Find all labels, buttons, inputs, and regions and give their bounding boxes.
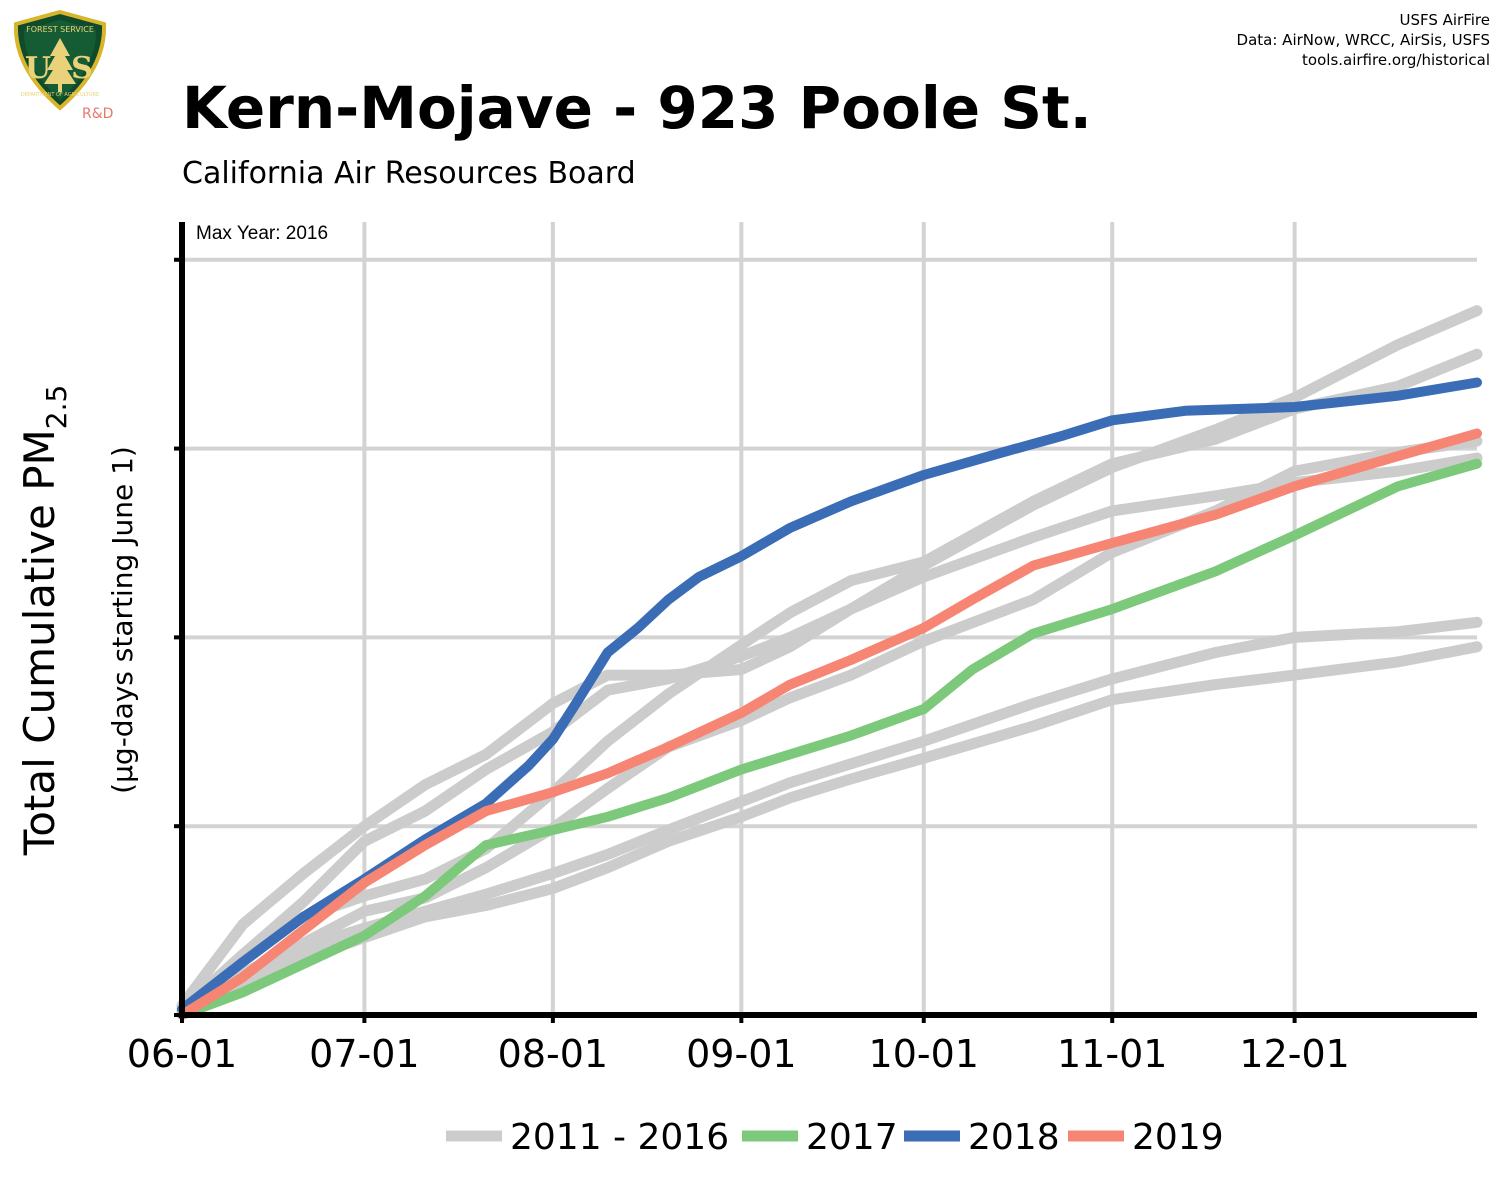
y-axis-label: Total Cumulative PM2.5: [15, 385, 73, 857]
max-year-annotation: Max Year: 2016: [196, 223, 328, 244]
logo-dept-text: DEPARTMENT OF AGRICULTURE: [21, 92, 99, 98]
x-tick-label-08-01: 08-01: [498, 1032, 608, 1076]
credit-line-1: USFS AirFire: [1399, 11, 1490, 29]
series-line-historical-0: [176, 305, 1483, 1012]
y-axis-label-subscript: 2.5: [40, 385, 73, 430]
chart-grid: [182, 222, 1477, 1015]
x-tick-label-09-01: 09-01: [686, 1032, 796, 1076]
series-line-historical-2: [176, 616, 1483, 1017]
x-tick-label-07-01: 07-01: [309, 1032, 419, 1076]
chart-legend: 2011 - 2016 2017 2018 2019: [446, 1117, 1224, 1158]
y-axis-note: (μg-days starting June 1): [106, 446, 139, 794]
page-title: Kern-Mojave - 923 Poole St.: [182, 74, 1092, 142]
series-line-2017: [177, 458, 1482, 1020]
series-line-2019: [177, 428, 1482, 1020]
x-tick-label-10-01: 10-01: [869, 1032, 979, 1076]
chart-series: [176, 305, 1483, 1020]
logo-s-letter: S: [71, 51, 93, 86]
credit-line-3: tools.airfire.org/historical: [1302, 51, 1490, 69]
series-line-historical-1: [176, 348, 1483, 1015]
page-subtitle: California Air Resources Board: [182, 156, 636, 191]
x-tick-label-11-01: 11-01: [1057, 1032, 1167, 1076]
usfs-shield-icon: FOREST SERVICE U S DEPARTMENT OF AGRICUL…: [13, 9, 107, 111]
credits: USFS AirFire Data: AirNow, WRCC, AirSis,…: [1237, 10, 1490, 70]
legend-label-1: 2011 - 2016: [510, 1117, 729, 1158]
legend-label-4: 2019: [1132, 1117, 1224, 1158]
x-tick-label-12-01: 12-01: [1239, 1032, 1349, 1076]
logo-forest-service-text: FOREST SERVICE: [26, 25, 94, 34]
chart-axes: 06-01 07-01 08-01 09-01 10-01 11-01 12-01: [127, 222, 1477, 1076]
rd-label: R&D: [82, 106, 114, 122]
series-line-historical-4: [176, 452, 1483, 1015]
legend-label-3: 2018: [968, 1117, 1060, 1158]
y-axis-label-main: Total Cumulative PM: [15, 429, 64, 856]
series-line-historical-5: [176, 641, 1483, 1017]
legend-label-2: 2017: [806, 1117, 898, 1158]
credit-line-2: Data: AirNow, WRCC, AirSis, USFS: [1236, 31, 1490, 49]
usfs-logo: FOREST SERVICE U S DEPARTMENT OF AGRICUL…: [8, 8, 114, 122]
x-tick-label-06-01: 06-01: [127, 1032, 237, 1076]
